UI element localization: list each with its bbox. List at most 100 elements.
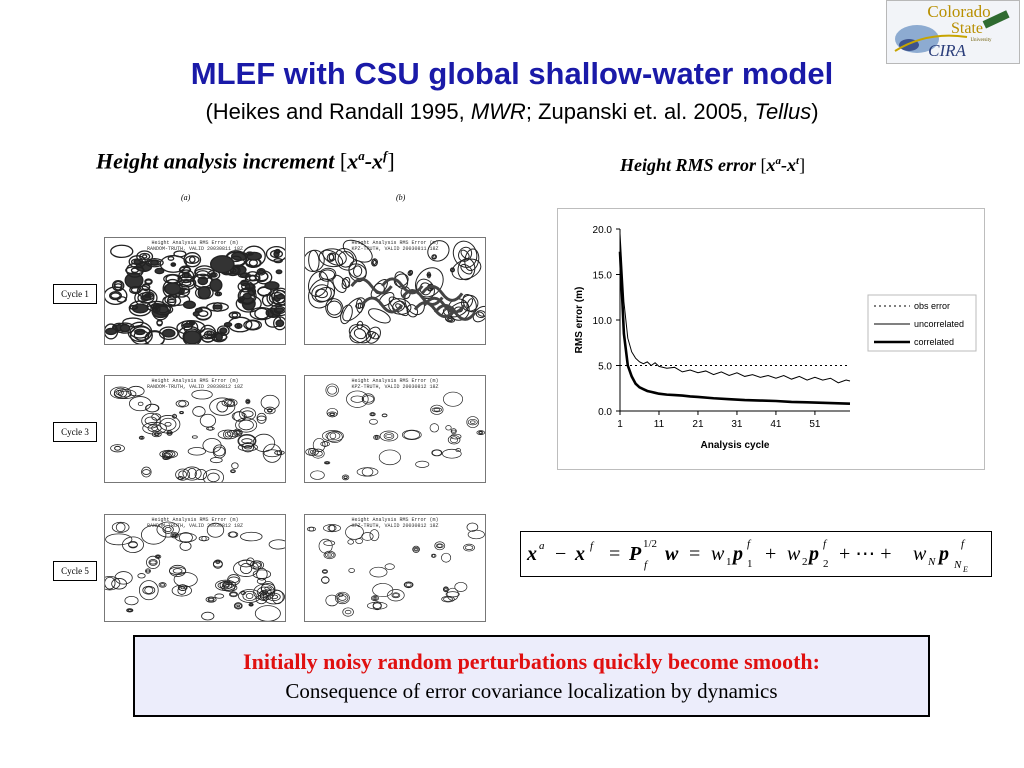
equation-svg: x a − x f = P 1/2 f w = w 1 p f 1 + w 2 … xyxy=(526,538,968,574)
eq-minus: − xyxy=(555,543,566,565)
conclusion-text: Consequence of error covariance localiza… xyxy=(285,679,778,703)
eq-xf: x xyxy=(574,543,585,565)
equation-box: x a − x f = P 1/2 f w = w 1 p f 1 + w 2 … xyxy=(520,531,992,577)
right-hdr-t: t xyxy=(796,155,800,167)
map-title: Height Analysis RMS Error (m) RANDOM-TRUT… xyxy=(105,378,285,390)
contour-plot xyxy=(109,385,285,482)
left-header-text: Height analysis increment xyxy=(96,148,335,174)
x-tick-label: 51 xyxy=(809,419,821,430)
eq-pN: p xyxy=(937,543,949,565)
contour-plot xyxy=(105,521,285,621)
eq-eq2: = xyxy=(689,543,700,565)
eq-eq1: = xyxy=(609,543,620,565)
map-title: Height Analysis RMS Error (m) KPZ-TRUTH, … xyxy=(305,517,485,529)
eq-f: f xyxy=(590,540,595,552)
eq-s1: 1 xyxy=(726,556,732,568)
contour-plot xyxy=(305,239,485,344)
y-tick-label: 0.0 xyxy=(598,407,612,418)
eq-s2: 2 xyxy=(802,556,808,568)
left-hdr-f: f xyxy=(383,148,388,163)
eq-psE: E xyxy=(962,565,968,574)
map-title-line1: Height Analysis RMS Error (m) xyxy=(351,240,439,246)
map-cycle1-b: Height Analysis RMS Error (m) KPZ-TRUTH, … xyxy=(304,237,486,345)
eq-w2: w xyxy=(787,543,801,565)
y-axis-label: RMS error (m) xyxy=(574,287,585,354)
x-tick-label: 11 xyxy=(654,419,665,430)
map-title-line2: KPZ-TRUTH, VALID 20030811 18Z xyxy=(351,246,439,252)
eq-half: 1/2 xyxy=(643,538,657,550)
eq-plus1: + xyxy=(765,543,776,565)
csu-cira-logo: Colorado State University CIRA xyxy=(886,0,1020,64)
eq-w: w xyxy=(665,543,679,565)
logo-text-state: State xyxy=(951,20,983,37)
right-hdr-x: x xyxy=(766,155,776,175)
map-cycle3-b: Height Analysis RMS Error (m) KPZ-TRUTH, … xyxy=(304,375,486,483)
map-title-line1: Height Analysis RMS Error (m) xyxy=(351,517,439,523)
eq-P: P xyxy=(628,543,642,565)
contour-plot xyxy=(105,244,285,344)
rms-error-chart: 0.0 5.0 10.0 15.0 20.0 1 11 21 31 41 51 Analysis cy… xyxy=(557,208,985,470)
contour-plot xyxy=(306,522,485,617)
column-label-a: (a) xyxy=(181,193,191,202)
eq-w1: w xyxy=(711,543,725,565)
logo-graphic: Colorado State University CIRA xyxy=(894,2,1010,60)
eq-ps2: 2 xyxy=(823,558,829,570)
map-title-line1: Height Analysis RMS Error (m) xyxy=(151,378,239,384)
logo-text-colorado: Colorado xyxy=(927,2,990,21)
series-line-correlated xyxy=(618,251,851,406)
eq-psN: N xyxy=(953,559,962,571)
eq-a: a xyxy=(539,540,545,552)
map-title-line1: Height Analysis RMS Error (m) xyxy=(151,517,239,523)
map-title: Height Analysis RMS Error (m) RANDOM-TRUT… xyxy=(105,240,285,252)
x-tick-label: 21 xyxy=(692,419,704,430)
cycle-label-5: Cycle 5 xyxy=(53,561,97,581)
eq-Pf: f xyxy=(644,559,649,571)
slide-subtitle: (Heikes and Randall 1995, MWR; Zupanski … xyxy=(0,99,1024,125)
x-tick-label: 31 xyxy=(731,419,743,430)
y-tick-label: 15.0 xyxy=(593,271,613,282)
y-tick-label: 5.0 xyxy=(598,362,612,373)
slide-title: MLEF with CSU global shallow-water model xyxy=(190,56,834,91)
map-title-line2: RANDOM-TRUTH, VALID 20030812 18Z xyxy=(146,384,243,390)
x-tick-label: 1 xyxy=(617,419,623,430)
legend-label-uncorrelated: uncorrelated xyxy=(914,319,964,329)
right-hdr-a: a xyxy=(775,155,782,167)
map-cycle1-a: Height Analysis RMS Error (m) RANDOM-TRUT… xyxy=(104,237,286,345)
eq-p2: p xyxy=(807,543,819,565)
subtitle-part2: ; Zupanski et. al. 2005, xyxy=(525,99,755,124)
left-hdr-xf: -x xyxy=(364,148,384,174)
contour-plot xyxy=(305,383,485,481)
eq-ps1: 1 xyxy=(747,558,753,570)
map-title-line2: RANDOM-TRUTH, VALID 20030811 18Z xyxy=(146,246,243,252)
eq-plus2: + ⋯ + xyxy=(839,543,892,565)
x-tick-label: 41 xyxy=(770,419,782,430)
cycle-label-3: Cycle 3 xyxy=(53,422,97,442)
left-panel-header: Height analysis increment [xa-xf] xyxy=(96,148,395,174)
map-title: Height Analysis RMS Error (m) RANDOM-TRUT… xyxy=(105,517,285,529)
legend-label-obs-error: obs error xyxy=(914,301,950,311)
conclusion-headline: Initially noisy random perturbations qui… xyxy=(243,649,820,674)
subtitle-part1: (Heikes and Randall 1995, xyxy=(205,99,471,124)
map-title: Height Analysis RMS Error (m) KPZ-TRUTH, … xyxy=(305,378,485,390)
subtitle-part3: ) xyxy=(811,99,819,124)
y-tick-label: 20.0 xyxy=(593,225,613,236)
x-axis-label: Analysis cycle xyxy=(701,440,770,451)
left-hdr-a: a xyxy=(358,148,365,163)
eq-pfN: f xyxy=(961,538,966,550)
legend-label-correlated: correlated xyxy=(914,337,954,347)
map-title-line2: KPZ-TRUTH, VALID 20030812 18Z xyxy=(351,523,439,529)
subtitle-mwr: MWR xyxy=(470,99,526,124)
logo-text-university: University xyxy=(970,38,992,43)
map-cycle5-a: Height Analysis RMS Error (m) RANDOM-TRUT… xyxy=(104,514,286,622)
right-panel-header: Height RMS error [xa-xt] xyxy=(620,155,806,175)
map-title-line2: KPZ-TRUTH, VALID 20030812 18Z xyxy=(351,384,439,390)
map-title-line2: RANDOM-TRUTH, VALID 20030812 18Z xyxy=(146,523,243,529)
subtitle-tellus: Tellus xyxy=(754,99,812,124)
series-line-uncorrelated xyxy=(619,233,851,384)
y-tick-label: 10.0 xyxy=(593,316,613,327)
cycle-label-1: Cycle 1 xyxy=(53,284,97,304)
eq-xa: x xyxy=(526,543,537,565)
left-hdr-x: x xyxy=(347,148,359,174)
right-hdr-xt: -x xyxy=(781,155,797,175)
